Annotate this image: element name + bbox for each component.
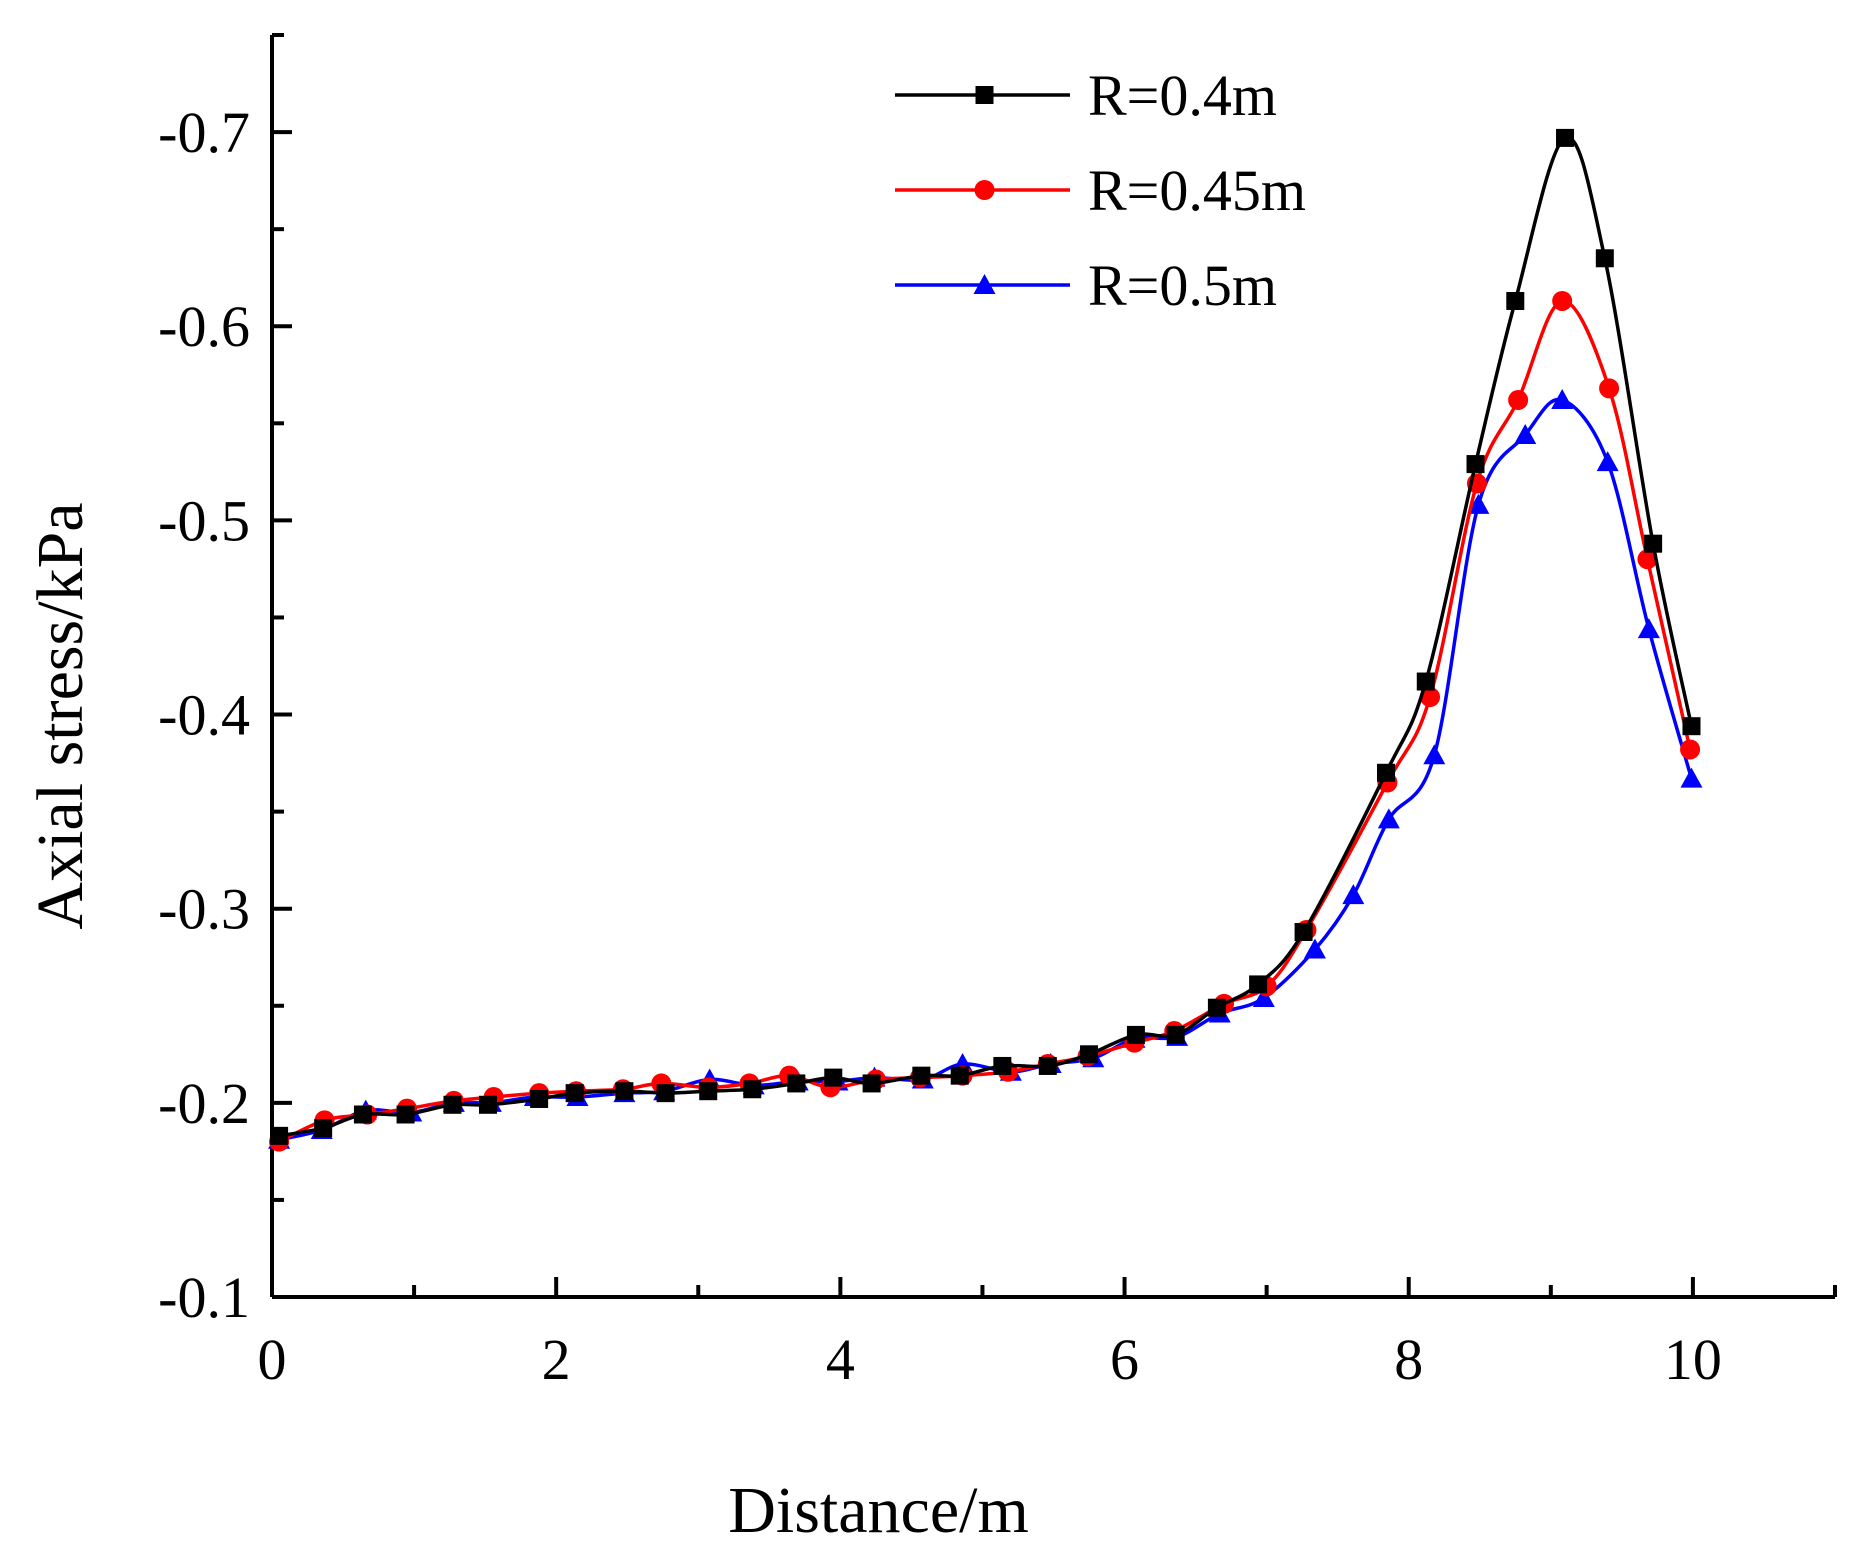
y-tick-label: -0.4: [158, 683, 250, 748]
triangle-marker: [1303, 938, 1326, 959]
series-R=0.5m: [268, 389, 1703, 1149]
square-marker: [478, 1095, 497, 1114]
legend-marker: [974, 180, 995, 200]
square-marker: [1556, 128, 1575, 147]
x-tick-label: 8: [1394, 1327, 1423, 1392]
triangle-marker: [1680, 767, 1703, 788]
triangle-marker: [1551, 389, 1574, 410]
legend-label: R=0.5m: [1088, 253, 1277, 318]
square-marker: [1294, 922, 1313, 941]
legend-item: R=0.45m: [895, 158, 1306, 223]
axes: 0 2 4 6 8 10 -0.1 -0.2 -0.3 -0.4 -0.5 -0.6 -0.7: [158, 33, 1837, 1392]
legend-marker: [973, 274, 996, 294]
x-tick-label: 2: [542, 1327, 571, 1392]
square-marker: [1595, 249, 1614, 268]
circle-marker: [1599, 378, 1620, 399]
square-marker: [1466, 455, 1485, 474]
square-marker: [993, 1056, 1012, 1075]
y-tick-label: -0.5: [158, 488, 250, 553]
square-marker: [1038, 1056, 1057, 1075]
circle-marker: [1552, 290, 1573, 311]
y-tick-label: -0.1: [158, 1265, 250, 1330]
series-layer: [268, 128, 1703, 1152]
square-marker: [1166, 1025, 1185, 1044]
y-tick-label: -0.7: [158, 100, 250, 165]
square-marker: [787, 1074, 806, 1093]
square-marker: [1644, 534, 1663, 553]
y-axis-title: Axial stress/kPa: [24, 502, 97, 929]
square-marker: [1376, 763, 1395, 782]
circle-marker: [1420, 687, 1441, 708]
x-ticks: 0 2 4 6 8 10: [258, 1277, 1837, 1392]
legend-item: R=0.5m: [895, 253, 1277, 318]
square-marker: [950, 1066, 969, 1085]
square-marker: [824, 1068, 843, 1087]
x-tick-label: 10: [1664, 1327, 1722, 1392]
triangle-marker: [1342, 884, 1365, 905]
triangle-marker: [1377, 808, 1400, 829]
square-marker: [1080, 1045, 1099, 1064]
circle-marker: [1637, 549, 1658, 570]
square-marker: [565, 1084, 584, 1103]
square-marker: [862, 1074, 881, 1093]
square-marker: [396, 1105, 415, 1124]
x-tick-label: 6: [1110, 1327, 1139, 1392]
square-marker: [270, 1126, 289, 1145]
triangle-marker: [1637, 618, 1660, 639]
legend-item: R=0.4m: [895, 63, 1277, 128]
triangle-marker: [1514, 423, 1537, 444]
triangle-marker: [1252, 987, 1275, 1008]
x-tick-label: 4: [826, 1327, 855, 1392]
x-axis-title: Distance/m: [728, 1474, 1029, 1547]
square-marker: [1126, 1025, 1145, 1044]
x-tick-label: 0: [258, 1327, 287, 1392]
square-marker: [1506, 291, 1525, 310]
legend-label: R=0.4m: [1088, 63, 1277, 128]
circle-marker: [1680, 739, 1701, 760]
y-tick-label: -0.2: [158, 1071, 250, 1136]
legend: R=0.4m R=0.45m R=0.5m: [895, 63, 1306, 318]
square-marker: [314, 1119, 333, 1138]
y-tick-label: -0.3: [158, 877, 250, 942]
square-marker: [656, 1084, 675, 1103]
series-line: [278, 299, 1692, 1144]
triangle-marker: [1467, 493, 1490, 514]
square-marker: [615, 1082, 634, 1101]
square-marker: [1207, 998, 1226, 1017]
square-marker: [912, 1066, 931, 1085]
square-marker: [1416, 672, 1435, 691]
square-marker: [1249, 975, 1268, 994]
square-marker: [743, 1080, 762, 1099]
square-marker: [699, 1082, 718, 1101]
square-marker: [530, 1089, 549, 1108]
legend-label: R=0.45m: [1088, 158, 1306, 223]
circle-marker: [1508, 390, 1529, 411]
legend-marker: [975, 86, 994, 104]
y-tick-label: -0.6: [158, 294, 250, 359]
square-marker: [1682, 717, 1701, 736]
triangle-marker: [1423, 744, 1446, 765]
y-ticks: -0.1 -0.2 -0.3 -0.4 -0.5 -0.6 -0.7: [158, 33, 292, 1330]
square-marker: [443, 1095, 462, 1114]
series-R=0.4m: [270, 128, 1701, 1145]
triangle-marker: [1596, 451, 1619, 472]
square-marker: [353, 1105, 372, 1124]
